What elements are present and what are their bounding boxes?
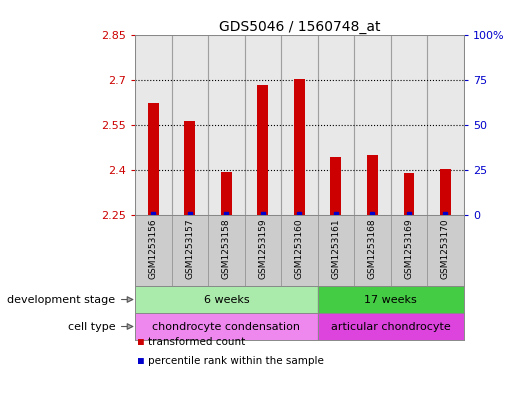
Bar [317,313,464,340]
Text: 6 weeks: 6 weeks [204,294,249,305]
Text: GSM1253157: GSM1253157 [186,219,195,279]
Bar [258,85,268,215]
Bar [135,286,317,313]
Text: GSM1253160: GSM1253160 [295,219,304,279]
Bar [135,35,172,215]
Text: chondrocyte condensation: chondrocyte condensation [153,321,301,332]
Bar [148,103,159,215]
Text: ■: ■ [138,356,144,366]
Text: percentile rank within the sample: percentile rank within the sample [148,356,324,366]
Bar [427,35,464,215]
Bar [221,172,232,215]
Bar [294,79,305,215]
Text: GSM1253168: GSM1253168 [368,219,377,279]
Text: GSM1253169: GSM1253169 [404,219,413,279]
Bar [391,35,427,215]
Text: GSM1253161: GSM1253161 [331,219,340,279]
Bar [331,157,341,215]
Text: GSM1253170: GSM1253170 [441,219,450,279]
Bar [440,169,451,215]
Bar [367,155,378,215]
Text: articular chondrocyte: articular chondrocyte [331,321,450,332]
Text: GSM1253158: GSM1253158 [222,219,231,279]
Bar [281,35,317,215]
Bar [317,35,354,215]
Bar [184,121,196,215]
Text: ■: ■ [138,337,144,347]
Text: GSM1253159: GSM1253159 [259,219,268,279]
Text: GSM1253156: GSM1253156 [149,219,158,279]
Text: development stage: development stage [7,294,116,305]
Text: 17 weeks: 17 weeks [364,294,417,305]
Bar [403,173,414,215]
Bar [208,35,245,215]
Bar [317,286,464,313]
Bar [172,35,208,215]
Bar [354,35,391,215]
Bar [245,35,281,215]
Bar [135,313,317,340]
Text: cell type: cell type [68,321,116,332]
Title: GDS5046 / 1560748_at: GDS5046 / 1560748_at [219,20,380,34]
Text: transformed count: transformed count [148,337,245,347]
